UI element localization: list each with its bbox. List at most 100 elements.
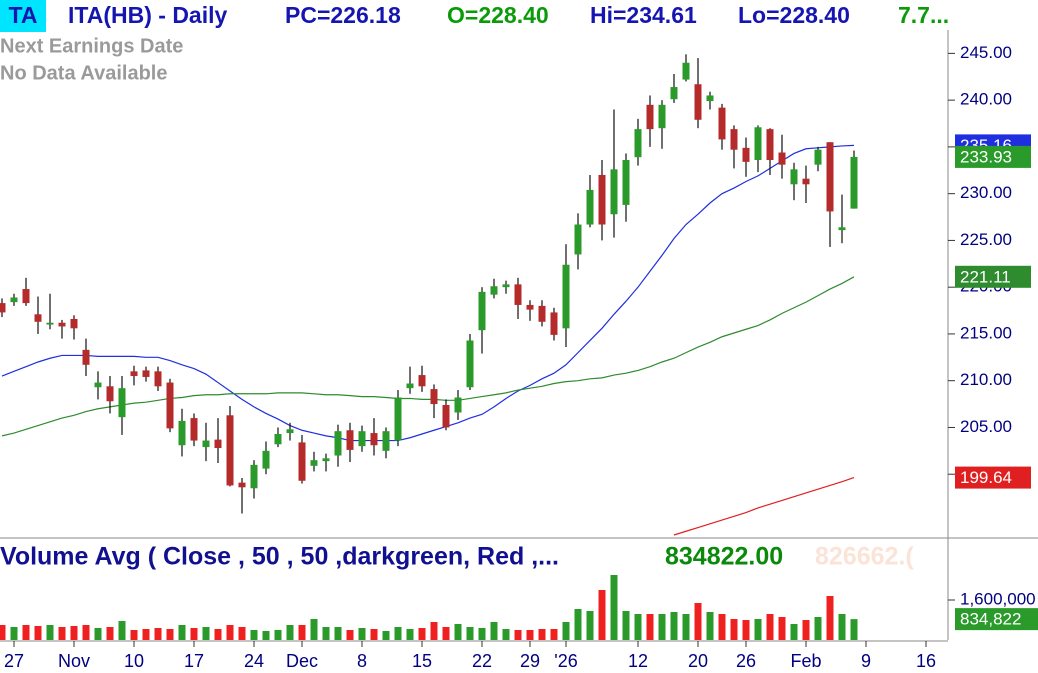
value-label: 199.64 <box>960 468 1012 487</box>
candle-body <box>190 418 198 441</box>
stat: 7.7... <box>898 2 949 28</box>
candle-body <box>34 314 42 322</box>
candle-body <box>46 322 54 325</box>
candle-body <box>286 429 294 434</box>
volume-bar <box>70 626 78 640</box>
candle-body <box>0 303 6 313</box>
volume-bar <box>346 630 354 640</box>
volume-bar <box>118 621 126 640</box>
volume-bar <box>262 631 270 640</box>
volume-prev: 826662.( <box>815 543 914 571</box>
candle-body <box>178 420 186 446</box>
volume-bar <box>802 620 810 640</box>
volume-bar <box>550 629 558 640</box>
candle-body <box>310 460 318 466</box>
candle-body <box>682 62 690 80</box>
ma-line <box>1 144 855 442</box>
candle-body <box>478 291 486 331</box>
volume-avg: 834822.00 <box>665 543 783 571</box>
volume-bar <box>130 630 138 640</box>
volume-bar <box>514 630 522 640</box>
candle-body <box>70 318 78 329</box>
value-label: 233.93 <box>960 147 1012 166</box>
candle-body <box>670 87 678 100</box>
volume-bar <box>586 611 594 640</box>
candle-body <box>454 397 462 413</box>
candle-body <box>238 482 246 488</box>
x-tick-label: 12 <box>628 651 648 671</box>
candle-body <box>562 264 570 329</box>
candle-body <box>130 371 138 377</box>
volume-bar <box>562 622 570 640</box>
volume-bar <box>610 575 618 640</box>
volume-bar <box>454 624 462 640</box>
volume-bar <box>142 629 150 640</box>
candle-body <box>214 439 222 449</box>
candle-body <box>766 129 774 160</box>
volume-bar <box>250 630 258 640</box>
volume-bar <box>670 612 678 640</box>
volume-bar <box>238 627 246 640</box>
volume-bar <box>730 619 738 640</box>
volume-bar <box>850 619 858 640</box>
candle-body <box>742 147 750 162</box>
candle-body <box>262 450 270 469</box>
candle-body <box>226 415 234 486</box>
stat: Hi=234.61 <box>590 2 697 28</box>
y-tick-label: 215.00 <box>960 323 1012 342</box>
candle-body <box>154 371 162 387</box>
volume-bar <box>658 614 666 640</box>
candle-body <box>490 286 498 295</box>
y-tick-label: 225.00 <box>960 230 1012 249</box>
stat: O=228.40 <box>447 2 549 28</box>
volume-bar <box>826 596 834 640</box>
price-plot <box>0 54 858 536</box>
volume-bar <box>166 629 174 640</box>
volume-bar <box>82 625 90 640</box>
badge-box <box>0 0 46 32</box>
volume-bar <box>598 590 606 640</box>
volume-bar <box>418 628 426 640</box>
volume-bar <box>214 629 222 640</box>
value-box <box>955 265 1031 288</box>
y-tick-label: 230.00 <box>960 183 1012 202</box>
y-tick-label: 210.00 <box>960 370 1012 389</box>
candle-body <box>598 174 606 225</box>
volume-bar <box>574 609 582 640</box>
candle-body <box>466 340 474 388</box>
candle-body <box>502 284 510 288</box>
candle-body <box>514 284 522 305</box>
volume-bar <box>358 628 366 640</box>
candle-body <box>850 156 858 209</box>
value-box <box>955 608 1038 631</box>
x-tick-label: 20 <box>688 651 708 671</box>
badge: TA <box>9 2 38 28</box>
candle-body <box>250 464 258 489</box>
value-label: 834,822 <box>960 610 1021 629</box>
candle-body <box>526 304 534 310</box>
volume-bar <box>322 627 330 640</box>
volume-bar <box>466 627 474 640</box>
candle-body <box>142 370 150 377</box>
value-box <box>955 466 1031 489</box>
y-tick-label: 1,600,000 <box>960 589 1036 608</box>
candle-body <box>610 169 618 215</box>
candle-body <box>754 127 762 160</box>
stat: Lo=228.40 <box>738 2 850 28</box>
volume-bar <box>190 628 198 640</box>
candle-body <box>274 434 282 445</box>
volume-bar <box>34 626 42 640</box>
chart-title: ITA(HB) - Daily <box>68 2 228 28</box>
stat: PC=226.18 <box>285 2 401 28</box>
candle-body <box>694 84 702 120</box>
volume-bar <box>310 619 318 640</box>
ma-line <box>1 276 855 437</box>
volume-bar <box>394 627 402 640</box>
volume-bar <box>478 628 486 640</box>
y-tick-label: 245.00 <box>960 43 1012 62</box>
volume-bar <box>838 614 846 640</box>
candle-body <box>718 107 726 140</box>
candle-body <box>802 178 810 185</box>
candle-body <box>790 169 798 185</box>
candle-body <box>394 397 402 441</box>
